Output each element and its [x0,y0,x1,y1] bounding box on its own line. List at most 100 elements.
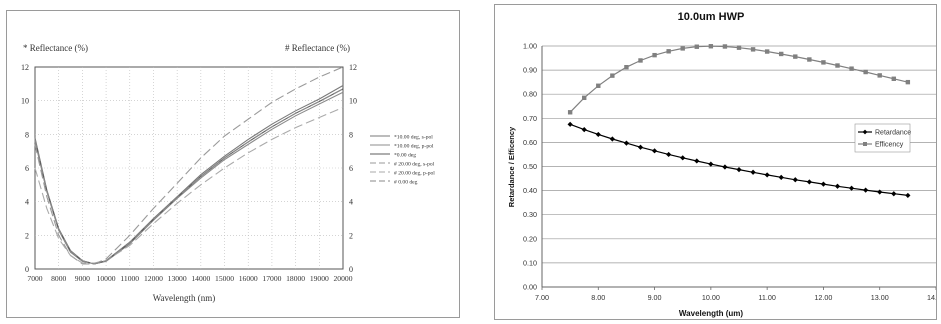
hwp-retardance-point [666,151,672,158]
hwp-efficency-point [750,47,756,52]
right-y-tick-label: 8 [349,130,353,139]
left-series-line [34,88,344,265]
hwp-efficency-point [708,44,714,49]
hwp-retardance-point [863,187,869,193]
left-legend-label: # 0.00 deg [394,180,418,186]
hwp-x-tick-label: 12.00 [814,293,832,302]
hwp-x-tick-label: 7.00 [535,293,549,302]
hwp-retardance-point [750,169,756,175]
left-series-line [34,91,344,265]
right-y-axis-label: # Reflectance (%) [285,43,350,53]
hwp-retardance-point [820,181,827,187]
hwp-efficency-point [835,63,840,68]
hwp-efficency-point [821,60,826,65]
left-series-line [34,66,344,265]
hwp-retardance-point [834,183,841,189]
hwp-efficency-point [567,110,573,115]
hwp-legend-marker [862,129,868,135]
hwp-retardance-point [905,192,911,199]
left-x-tick-label: 9000 [75,274,90,283]
hwp-efficency-point [666,49,671,54]
hwp-efficency-point [610,73,615,78]
hwp-tick-labels: 0.00 0.10 0.20 0.30 0.40 0.50 0.60 0.70 0.80 0.90… [523,42,941,303]
hwp-x-tick-label: 10.00 [702,293,720,302]
left-legend-label: # 20.00 deg, p-pol [394,171,435,177]
left-x-tick-label: 15000 [215,274,234,283]
hwp-y-tick-label: 0.80 [523,90,537,99]
left-x-tick-label: 20000 [334,274,353,283]
reflectance-chart: * Reflectance (%) # Reflectance (%) Wave… [21,43,435,303]
hwp-y-tick-label: 0.50 [523,162,537,171]
hwp-efficency-point [680,46,685,51]
hwp-y-tick-label: 0.20 [523,234,537,243]
hwp-chart-title: 10.0um HWP [678,11,745,23]
hwp-efficency-point [863,69,868,75]
hwp-efficency-point [849,66,854,71]
hwp-y-tick-label: 0.90 [523,66,537,75]
hwp-efficency-point [891,76,896,81]
left-grid [34,66,344,270]
hwp-y-tick-label: 0.40 [523,186,537,195]
hwp-legend: Retardance Efficency [854,123,911,153]
hwp-retardance-point [848,185,855,191]
hwp-retardance-point [694,158,700,164]
hwp-retardance-point [722,164,728,170]
left-x-tick-label: 8000 [51,274,66,283]
right-y-tick-label: 12 [349,63,357,72]
left-x-tick-label: 16000 [239,274,258,283]
hwp-x-tick-label: 8.00 [591,293,605,302]
hwp-efficency-point [905,79,911,85]
left-legend-label: # 20.00 deg, s-pol [394,162,435,168]
hwp-retardance-point [637,144,644,150]
hwp-retardance-point [567,121,573,127]
hwp-efficency-point [652,52,657,58]
left-y-tick-label: 4 [25,198,29,207]
hwp-retardance-point [623,140,630,146]
hwp-efficency-point [807,57,812,62]
right-y-tick-label: 6 [349,164,353,173]
reflectance-chart-panel: * Reflectance (%) # Reflectance (%) Wave… [6,10,460,318]
hwp-retardance-point [595,131,601,138]
hwp-x-tick-label: 9.00 [648,293,662,302]
hwp-efficency-point [793,54,798,59]
hwp-efficency-point [582,95,587,101]
left-x-tick-label: 14000 [191,274,210,283]
hwp-y-tick-label: 0.30 [523,210,537,219]
hwp-efficency-point [764,49,770,54]
hwp-y-axis-label: Retardance / Efficency [507,126,516,207]
hwp-efficency-point [694,44,699,49]
hwp-efficency-point [624,65,629,70]
hwp-y-tick-label: 0.70 [523,114,537,123]
left-y-tick-label: 10 [21,97,29,106]
hwp-retardance-point [581,127,587,133]
hwp-retardance-point [877,189,883,195]
hwp-retardance-point [736,167,742,173]
hwp-efficency-point [877,73,882,78]
hwp-retardance-point [651,148,658,154]
x-axis-label: Wavelength (nm) [153,293,216,303]
hwp-y-tick-label: 1.00 [523,42,537,51]
left-legend: *10.00 deg, s-pol *10.00 deg, p-pol *0.00 … [370,135,435,186]
hwp-series [567,44,911,199]
hwp-efficency-point [736,45,742,50]
hwp-legend-box [854,123,911,153]
left-legend-label: *0.00 deg [394,153,416,159]
hwp-efficency-point [779,51,784,57]
hwp-y-tick-label: 0.10 [523,258,537,267]
hwp-grid [541,45,937,290]
hwp-retardance-point [778,174,784,180]
left-legend-label: *10.00 deg, p-pol [394,144,434,150]
hwp-efficency-point [596,83,601,88]
left-tick-labels: 7000 8000 9000 10000 11000 12000 13000 14000 150… [21,63,357,283]
left-x-tick-label: 19000 [310,274,329,283]
left-x-tick-label: 17000 [262,274,281,283]
hwp-retardance-point [764,172,770,178]
hwp-legend-marker [863,142,867,146]
left-y-tick-label: 12 [21,63,29,72]
left-y-axis-label: * Reflectance (%) [23,43,88,53]
hwp-x-tick-label: 14.00 [927,293,936,302]
hwp-retardance-point [891,191,897,197]
right-y-tick-label: 2 [349,231,353,240]
hwp-chart: 10.0um HWP Wavelength (um) Retardance / … [507,11,941,318]
left-x-tick-label: 11000 [120,274,139,283]
